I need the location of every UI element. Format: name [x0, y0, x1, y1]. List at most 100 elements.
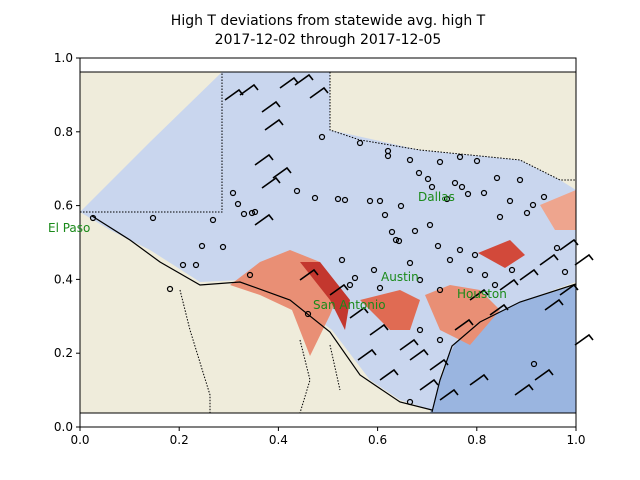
x-tick-label: 0.4	[269, 433, 288, 447]
wind-barb	[419, 378, 439, 391]
city-label: Dallas	[418, 190, 455, 204]
wind-barb	[261, 176, 281, 189]
station	[426, 221, 434, 229]
station	[493, 174, 501, 182]
wind-barb	[574, 333, 594, 346]
wind-barb	[439, 388, 459, 401]
x-tick-label: 0.2	[170, 433, 189, 447]
station	[397, 202, 405, 210]
wind-barb	[559, 238, 579, 251]
station	[411, 227, 419, 235]
station	[229, 189, 237, 197]
station	[446, 256, 454, 264]
coastline	[431, 283, 577, 413]
chart-subtitle: 2017-12-02 through 2017-12-05	[215, 32, 442, 48]
station	[466, 266, 474, 274]
warm-anomaly	[300, 262, 350, 330]
station	[464, 190, 472, 198]
station	[561, 268, 569, 276]
city-label: Austin	[381, 270, 419, 284]
wind-barb	[294, 73, 314, 86]
station	[516, 176, 524, 184]
station	[415, 169, 423, 177]
city-label: San Antonio	[313, 298, 386, 312]
wind-barb	[429, 358, 449, 371]
wind-barb	[349, 306, 369, 319]
wind-barb	[499, 278, 519, 291]
station	[166, 285, 174, 293]
station	[346, 281, 354, 289]
y-tick-label: 0.4	[54, 272, 73, 286]
station	[458, 183, 466, 191]
station	[209, 216, 217, 224]
station	[443, 195, 451, 203]
axes-frame	[79, 57, 577, 428]
wind-barb	[329, 283, 349, 296]
station	[540, 193, 548, 201]
wind-barb	[534, 368, 554, 381]
station	[384, 152, 392, 160]
station	[508, 266, 516, 274]
station	[436, 336, 444, 344]
wind-barb	[254, 153, 274, 166]
wind-barb	[539, 253, 559, 266]
city-label: El Paso	[48, 221, 90, 235]
station	[198, 242, 206, 250]
station	[149, 214, 157, 222]
wind-barb	[299, 268, 319, 281]
y-tick-label: 0.2	[54, 346, 73, 360]
y-tick-label: 0.8	[54, 125, 73, 139]
station	[366, 197, 374, 205]
wind-barb	[544, 298, 564, 311]
station	[471, 251, 479, 259]
warm-anomaly	[478, 240, 525, 268]
station	[424, 175, 432, 183]
state-border	[80, 72, 576, 213]
y-tick-label: 0.6	[54, 199, 73, 213]
station	[251, 208, 259, 216]
station	[388, 228, 396, 236]
wind-barb	[379, 368, 399, 381]
wind-barb	[519, 268, 539, 281]
chart-title: High T deviations from statewide avg. hi…	[171, 13, 486, 29]
station	[351, 274, 359, 282]
wind-barb	[309, 86, 329, 99]
x-tick-label: 0.6	[368, 433, 387, 447]
station	[89, 214, 97, 222]
map	[80, 58, 577, 427]
wind-barb	[514, 383, 534, 396]
wind-barb	[559, 283, 579, 296]
station	[341, 196, 349, 204]
station	[416, 326, 424, 334]
warm-anomaly	[360, 290, 420, 330]
warm-anomaly	[540, 190, 576, 230]
station	[523, 209, 531, 217]
station	[406, 156, 414, 164]
x-tick-label: 0.8	[467, 433, 486, 447]
station	[428, 183, 436, 191]
station	[192, 261, 200, 269]
station	[304, 310, 312, 318]
station	[234, 200, 242, 208]
station	[356, 139, 364, 147]
stations	[89, 133, 569, 406]
station	[311, 194, 319, 202]
station	[318, 133, 326, 141]
wind-barb	[399, 338, 419, 351]
station	[480, 189, 488, 197]
city-label: Houston	[457, 287, 507, 301]
station	[338, 256, 346, 264]
station	[436, 158, 444, 166]
station	[392, 236, 400, 244]
station	[370, 266, 378, 274]
wind-barb	[272, 166, 292, 179]
x-tick-label: 0.0	[70, 433, 89, 447]
wind-barb	[469, 288, 489, 301]
y-tick-label: 0.0	[54, 420, 73, 434]
mexico-border	[179, 289, 341, 414]
station	[381, 211, 389, 219]
gulf	[430, 285, 576, 413]
station	[293, 187, 301, 195]
station	[456, 153, 464, 161]
